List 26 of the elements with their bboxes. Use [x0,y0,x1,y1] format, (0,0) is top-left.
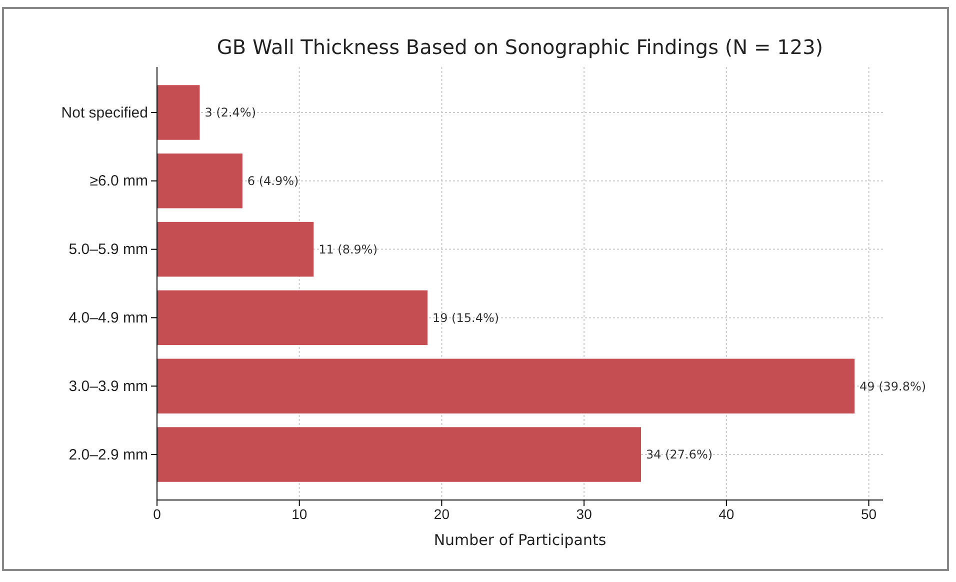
x-tick-label: 50 [860,506,877,522]
y-tick-label: 2.0–2.9 mm [68,446,148,464]
y-tick-label: 5.0–5.9 mm [68,241,148,258]
data-label: 6 (4.9%) [247,174,299,188]
x-tick-label: 30 [576,506,592,522]
x-tick-label: 20 [434,506,450,522]
x-tick-label: 10 [292,506,308,522]
data-label: 3 (2.4%) [204,106,256,120]
x-tick-label: 0 [153,506,162,522]
y-tick-label: ≥6.0 mm [90,172,148,190]
bar [157,427,641,482]
bar [157,358,855,414]
bar [157,290,428,346]
bar [157,222,314,277]
y-tick-label: 3.0–3.9 mm [68,378,148,395]
bar [157,85,200,140]
x-axis-title: Number of Participants [434,531,606,549]
data-label: 49 (39.8%) [860,379,926,394]
y-tick-label: 4.0–4.9 mm [68,310,148,326]
x-tick-label: 40 [718,506,734,522]
y-tick-label: Not specified [61,104,148,122]
data-label: 11 (8.9%) [318,242,378,256]
data-label: 34 (27.6%) [646,448,713,462]
chart-title: GB Wall Thickness Based on Sonographic Findings (N = 123) [216,35,824,59]
bar [157,154,242,208]
data-label: 19 (15.4%) [432,310,500,325]
